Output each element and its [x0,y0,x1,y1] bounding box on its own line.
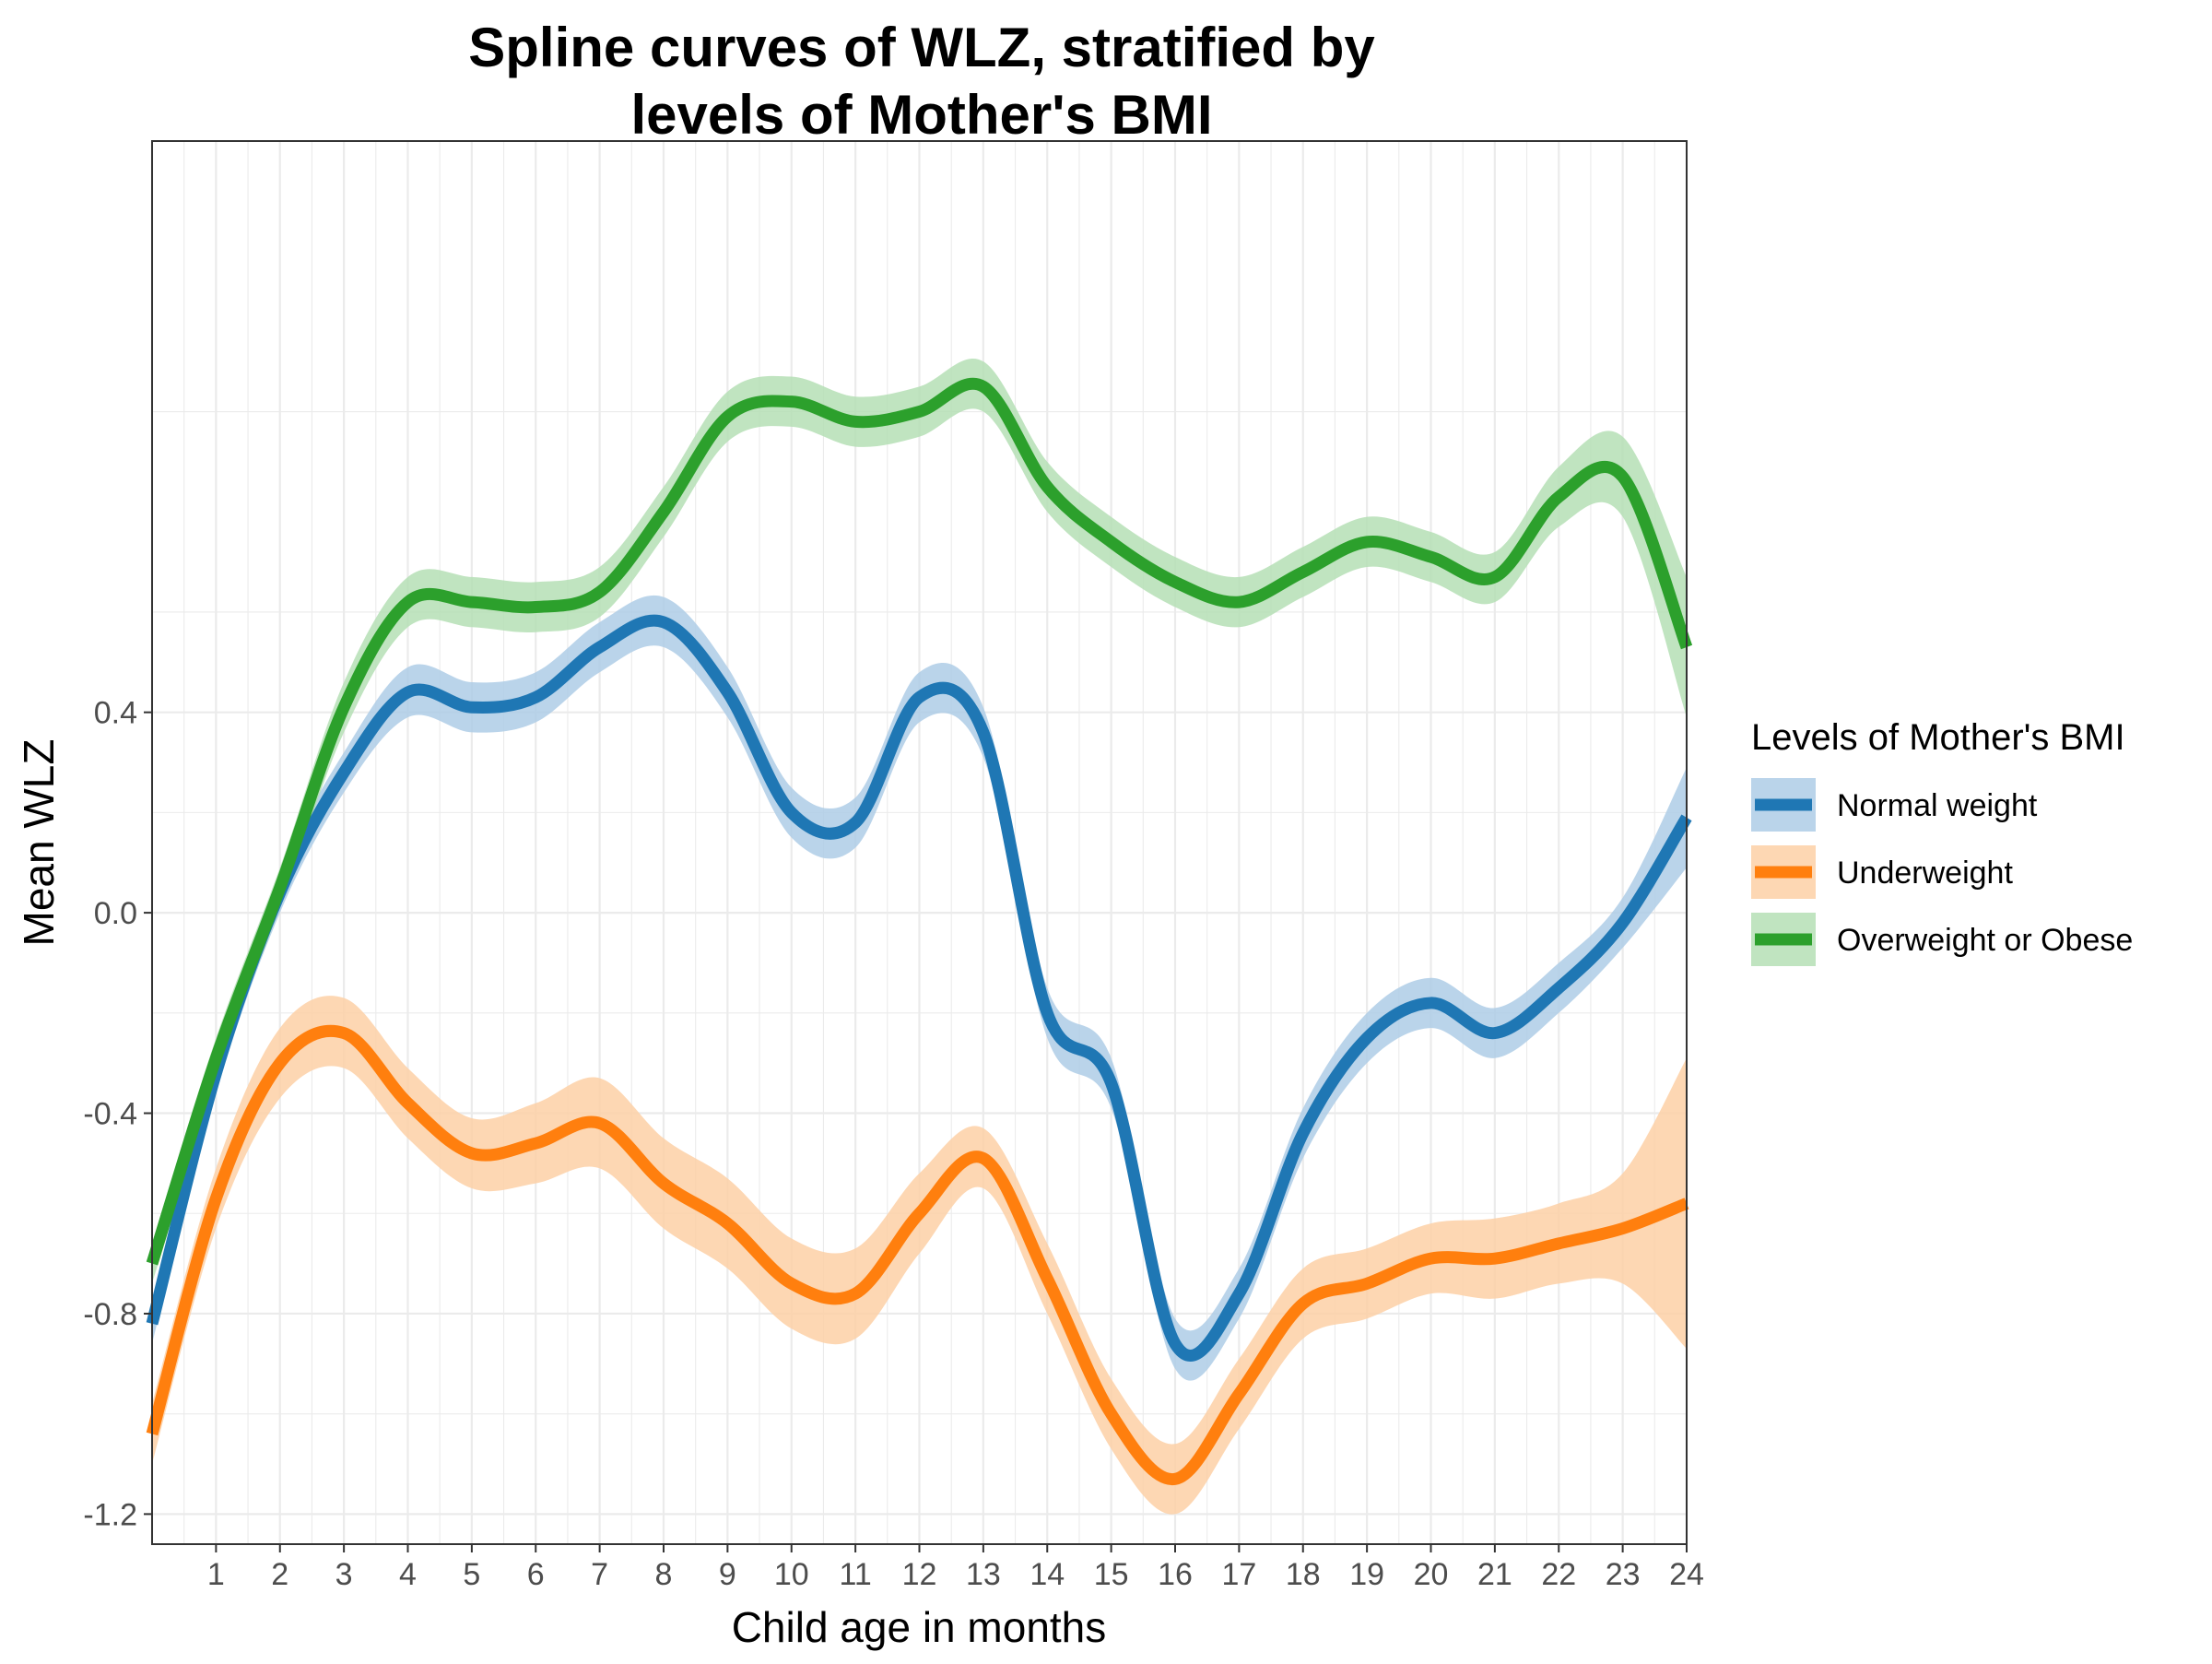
x-tick-label: 4 [399,1557,417,1592]
x-tick-label: 11 [839,1557,871,1592]
line-normal-weight [146,614,1692,1362]
legend-item-underweight: Underweight [1751,845,2013,899]
band-underweight [152,996,1687,1515]
x-tick-label: 18 [1286,1557,1321,1592]
y-tick-label: -1.2 [83,1497,137,1532]
y-tick-label: 0.4 [94,696,137,731]
x-tick-label: 16 [1158,1557,1193,1592]
x-tick-label: 14 [1030,1557,1065,1592]
x-tick-label: 5 [463,1557,480,1592]
x-tick-label: 3 [335,1557,353,1592]
legend-label: Overweight or Obese [1837,923,2133,958]
legend-item-overweight-or-obese: Overweight or Obese [1751,913,2133,966]
grid-layer [150,141,1688,1544]
x-tick-label: 12 [902,1557,937,1592]
y-axis-title: Mean WLZ [15,739,63,947]
legend-item-normal-weight: Normal weight [1751,778,2038,832]
line-underweight [146,1024,1689,1485]
x-tick-label: 8 [655,1557,673,1592]
legend-label: Underweight [1837,856,2013,891]
line-overweight-or-obese [146,377,1693,1266]
axis-ticks-layer: 1 2 3 4 5 6 7 8 9 10 11 12 13 14 15 16 17 18 19 20 21 22 23 24-… [83,696,1704,1592]
legend-title: Levels of Mother's BMI [1751,717,2125,758]
x-tick-label: 7 [591,1557,608,1592]
legend-label: Normal weight [1837,788,2038,823]
x-tick-label: 17 [1221,1557,1256,1592]
legend: Normal weight Underweight Overweight or Ob… [1751,778,2133,966]
band-overweight-or-obese [152,359,1687,1284]
x-tick-label: 13 [966,1557,1001,1592]
series-line-layer [146,377,1693,1485]
x-tick-label: 10 [774,1557,809,1592]
confidence-band-layer [152,359,1687,1515]
chart-title-line-1: Spline curves of WLZ, stratified by [468,17,1375,78]
y-tick-label: -0.8 [83,1297,137,1332]
x-tick-label: 1 [207,1557,225,1592]
x-tick-label: 21 [1477,1557,1512,1592]
x-tick-label: 6 [527,1557,545,1592]
x-tick-label: 2 [271,1557,288,1592]
x-tick-label: 15 [1094,1557,1129,1592]
x-tick-label: 9 [719,1557,736,1592]
x-tick-label: 20 [1414,1557,1449,1592]
x-tick-label: 22 [1541,1557,1576,1592]
x-tick-label: 24 [1669,1557,1704,1592]
x-axis-title: Child age in months [732,1603,1107,1651]
y-tick-label: 0.0 [94,896,137,931]
x-tick-label: 19 [1349,1557,1384,1592]
chart-title-line-2: levels of Mother's BMI [630,84,1212,146]
y-tick-label: -0.4 [83,1097,137,1132]
x-tick-label: 23 [1606,1557,1641,1592]
